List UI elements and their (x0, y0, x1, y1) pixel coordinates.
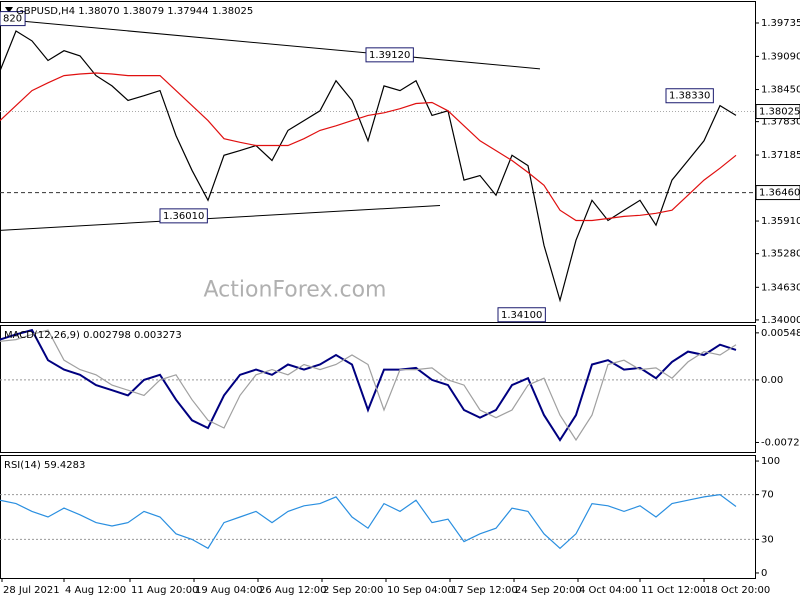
annotation-box (365, 47, 414, 63)
y-tick-label: 0.005484 (761, 328, 800, 339)
panel-frame (0, 1, 756, 323)
y-tick-label: 30 (761, 534, 774, 545)
x-tick-label: 26 Aug 12:00 (259, 585, 326, 596)
y-tick-label: 1.37830 (761, 117, 800, 128)
x-tick-label: 11 Aug 20:00 (131, 585, 198, 596)
y-tick-label: 1.34000 (761, 315, 800, 326)
y-tick-label: 1.35280 (761, 249, 800, 260)
trendline (0, 18, 541, 70)
annotation-box (665, 88, 714, 104)
x-tick-label: 28 Jul 2021 (3, 585, 60, 596)
series-line (0, 30, 737, 303)
series-line (0, 72, 737, 222)
trendline (0, 205, 441, 231)
y-tick-label: 0 (761, 568, 767, 579)
dropdown-icon (5, 7, 13, 13)
annotation-box (497, 307, 546, 323)
y-tick-label: 0.00 (761, 375, 783, 386)
y-tick-label: 70 (761, 490, 774, 501)
annotation-label: 1.39120 (369, 50, 410, 61)
y-tick-label: 1.38450 (761, 85, 800, 96)
x-tick-label: 10 Sep 04:00 (387, 585, 454, 596)
y-tick-label: 1.35910 (761, 216, 800, 227)
annotation-box (0, 11, 26, 27)
panel-title: RSI(14) 59.4283 (4, 460, 85, 471)
annotation-box (159, 208, 208, 224)
price-marker-label: 1.38025 (759, 107, 800, 118)
y-tick-label: -0.00729 (761, 437, 800, 448)
y-tick-label: 1.34630 (761, 282, 800, 293)
annotation-label: 1.38330 (669, 91, 710, 102)
panel-title: GBPUSD,H4 1.38070 1.38079 1.37944 1.3802… (16, 6, 253, 17)
y-tick-label: 1.39090 (761, 51, 800, 62)
annotation-label: 820 (3, 14, 22, 25)
series-line (0, 493, 737, 550)
panel-frame (0, 325, 756, 453)
x-tick-label: 2 Sep 20:00 (323, 585, 383, 596)
x-tick-label: 24 Sep 20:00 (515, 585, 582, 596)
x-tick-label: 18 Oct 20:00 (705, 585, 770, 596)
x-tick-label: 4 Oct 04:00 (579, 585, 638, 596)
y-tick-label: 1.39735 (761, 18, 800, 29)
panel-title: MACD(12,26,9) 0.002798 0.003273 (4, 330, 182, 341)
x-tick-label: 17 Sep 12:00 (451, 585, 518, 596)
price-marker-label: 1.36460 (759, 188, 800, 199)
x-tick-label: 4 Aug 12:00 (65, 585, 126, 596)
price-marker-box (755, 185, 800, 201)
annotation-label: 1.34100 (501, 310, 542, 321)
x-tick-label: 11 Oct 12:00 (641, 585, 706, 596)
panel-frame (0, 455, 756, 579)
watermark: ActionForex.com (204, 278, 387, 303)
y-tick-label: 1.37185 (761, 150, 800, 161)
y-tick-label: 100 (761, 456, 780, 467)
annotation-label: 1.36010 (163, 211, 204, 222)
x-tick-label: 19 Aug 04:00 (195, 585, 262, 596)
series-line (0, 329, 737, 442)
price-marker-box (755, 104, 800, 120)
